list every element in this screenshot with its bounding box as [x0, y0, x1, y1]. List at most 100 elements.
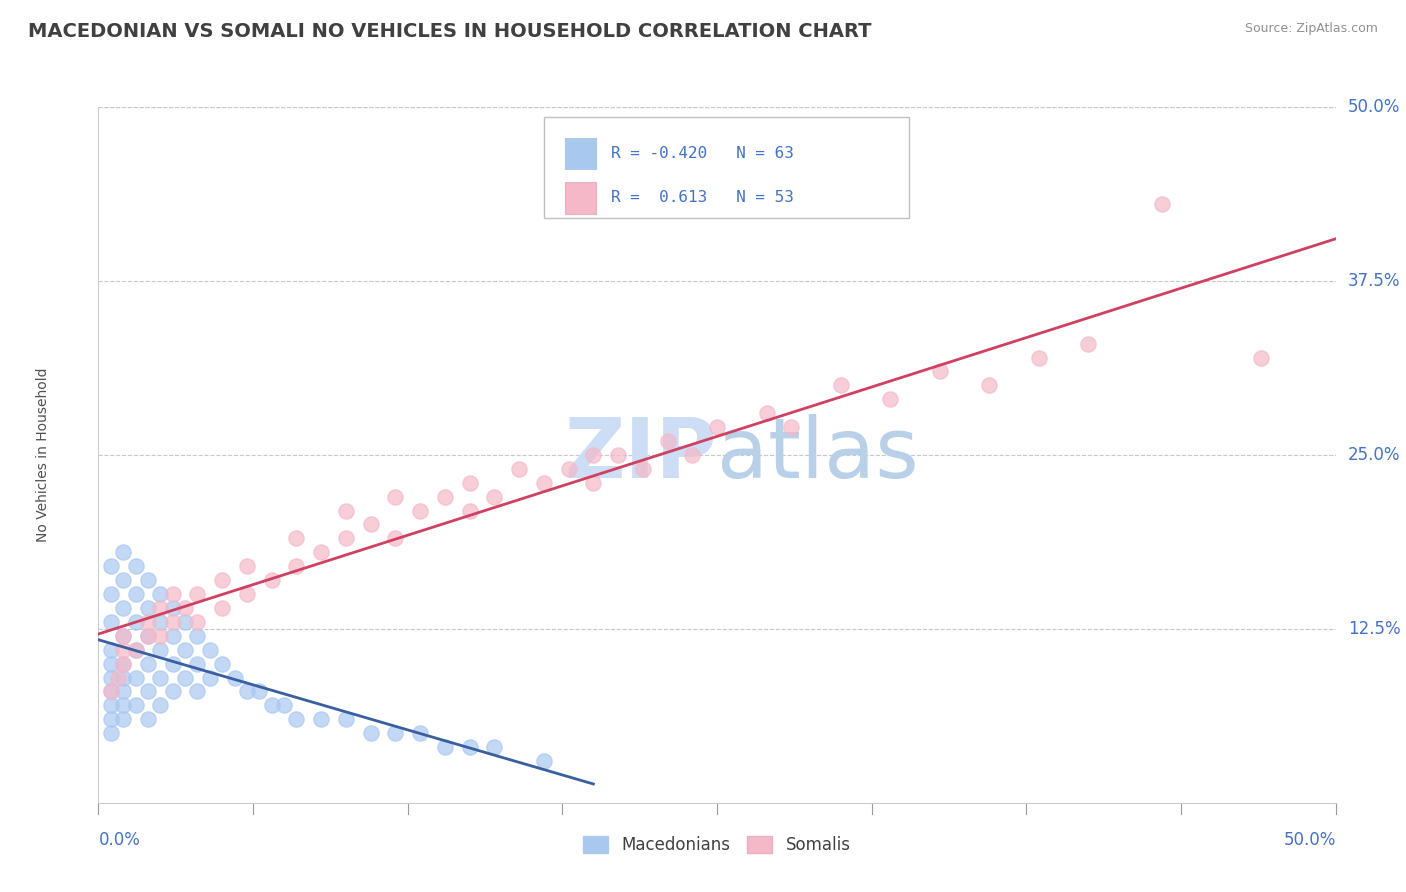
Point — [247, 684, 270, 698]
Text: 37.5%: 37.5% — [1348, 272, 1400, 290]
Point — [928, 364, 950, 378]
Point — [100, 684, 122, 698]
Point — [360, 726, 382, 740]
Point — [458, 475, 481, 490]
Point — [107, 671, 129, 685]
Point — [433, 740, 456, 755]
Point — [198, 671, 221, 685]
Text: Source: ZipAtlas.com: Source: ZipAtlas.com — [1244, 22, 1378, 36]
Point — [533, 475, 555, 490]
Point — [409, 503, 432, 517]
Point — [335, 712, 357, 726]
Point — [174, 671, 197, 685]
Point — [1250, 351, 1272, 365]
Point — [112, 684, 135, 698]
Point — [657, 434, 679, 448]
Point — [186, 587, 208, 601]
Point — [112, 573, 135, 587]
Point — [112, 657, 135, 671]
Point — [260, 573, 283, 587]
Point — [309, 545, 332, 559]
Point — [136, 629, 159, 643]
Point — [1152, 197, 1174, 211]
Point — [273, 698, 295, 713]
Point — [681, 448, 703, 462]
Point — [100, 684, 122, 698]
Point — [149, 601, 172, 615]
Point — [582, 448, 605, 462]
Point — [186, 657, 208, 671]
Point — [186, 615, 208, 629]
Point — [100, 712, 122, 726]
Point — [124, 615, 146, 629]
Point — [174, 601, 197, 615]
Legend: Macedonians, Somalis: Macedonians, Somalis — [576, 829, 858, 861]
Point — [236, 684, 259, 698]
Point — [186, 684, 208, 698]
Point — [285, 532, 308, 546]
Point — [285, 712, 308, 726]
Point — [384, 726, 406, 740]
Point — [162, 615, 184, 629]
Point — [335, 532, 357, 546]
Point — [458, 740, 481, 755]
Point — [1028, 351, 1050, 365]
Point — [112, 601, 135, 615]
Point — [162, 684, 184, 698]
Point — [360, 517, 382, 532]
Point — [607, 448, 630, 462]
Point — [309, 712, 332, 726]
Point — [100, 726, 122, 740]
Point — [149, 671, 172, 685]
Point — [162, 657, 184, 671]
Point — [124, 671, 146, 685]
Point — [335, 503, 357, 517]
Point — [149, 587, 172, 601]
FancyBboxPatch shape — [544, 118, 908, 219]
Point — [211, 657, 233, 671]
Point — [224, 671, 246, 685]
Point — [755, 406, 778, 420]
Text: 50.0%: 50.0% — [1284, 830, 1336, 848]
Point — [136, 601, 159, 615]
Bar — [565, 138, 596, 169]
Point — [100, 559, 122, 574]
Point — [124, 559, 146, 574]
Point — [100, 615, 122, 629]
Point — [112, 629, 135, 643]
Point — [112, 629, 135, 643]
Point — [879, 392, 901, 407]
Point — [780, 420, 803, 434]
Point — [149, 629, 172, 643]
Point — [384, 532, 406, 546]
Point — [557, 462, 579, 476]
Point — [124, 698, 146, 713]
Point — [1077, 336, 1099, 351]
Point — [136, 684, 159, 698]
Point — [174, 615, 197, 629]
Point — [631, 462, 654, 476]
Text: atlas: atlas — [717, 415, 918, 495]
Point — [409, 726, 432, 740]
Text: 25.0%: 25.0% — [1348, 446, 1400, 464]
Point — [979, 378, 1001, 392]
Point — [384, 490, 406, 504]
Point — [508, 462, 530, 476]
Point — [285, 559, 308, 574]
Point — [582, 475, 605, 490]
Text: 12.5%: 12.5% — [1348, 620, 1400, 638]
Point — [112, 698, 135, 713]
Point — [124, 642, 146, 657]
Point — [260, 698, 283, 713]
Text: MACEDONIAN VS SOMALI NO VEHICLES IN HOUSEHOLD CORRELATION CHART: MACEDONIAN VS SOMALI NO VEHICLES IN HOUS… — [28, 22, 872, 41]
Point — [162, 601, 184, 615]
Point — [100, 671, 122, 685]
Point — [100, 657, 122, 671]
Point — [112, 712, 135, 726]
Point — [149, 642, 172, 657]
Point — [198, 642, 221, 657]
Point — [533, 754, 555, 768]
Point — [100, 698, 122, 713]
Point — [830, 378, 852, 392]
Text: No Vehicles in Household: No Vehicles in Household — [35, 368, 49, 542]
